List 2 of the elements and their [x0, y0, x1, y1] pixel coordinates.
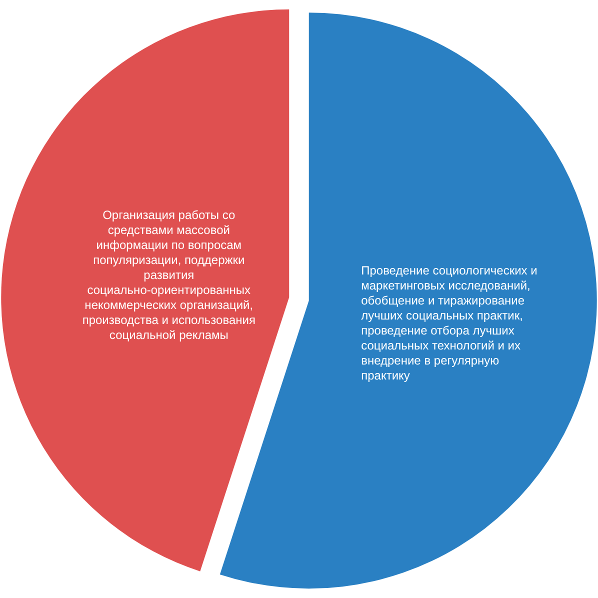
slice-label: Проведение социологических и маркетинговых исследований, обобщение и тиражирование лучших социальных практик, проведение отбора лучших социальных технологий и их внедрение в регулярную практику [361, 264, 538, 383]
category-label: Организация работы со средствами массовой информации по вопросам популяризации, поддержки развития социально-ориентированных некоммерческих организаций, производства и использования социальной рекламы [82, 208, 256, 342]
